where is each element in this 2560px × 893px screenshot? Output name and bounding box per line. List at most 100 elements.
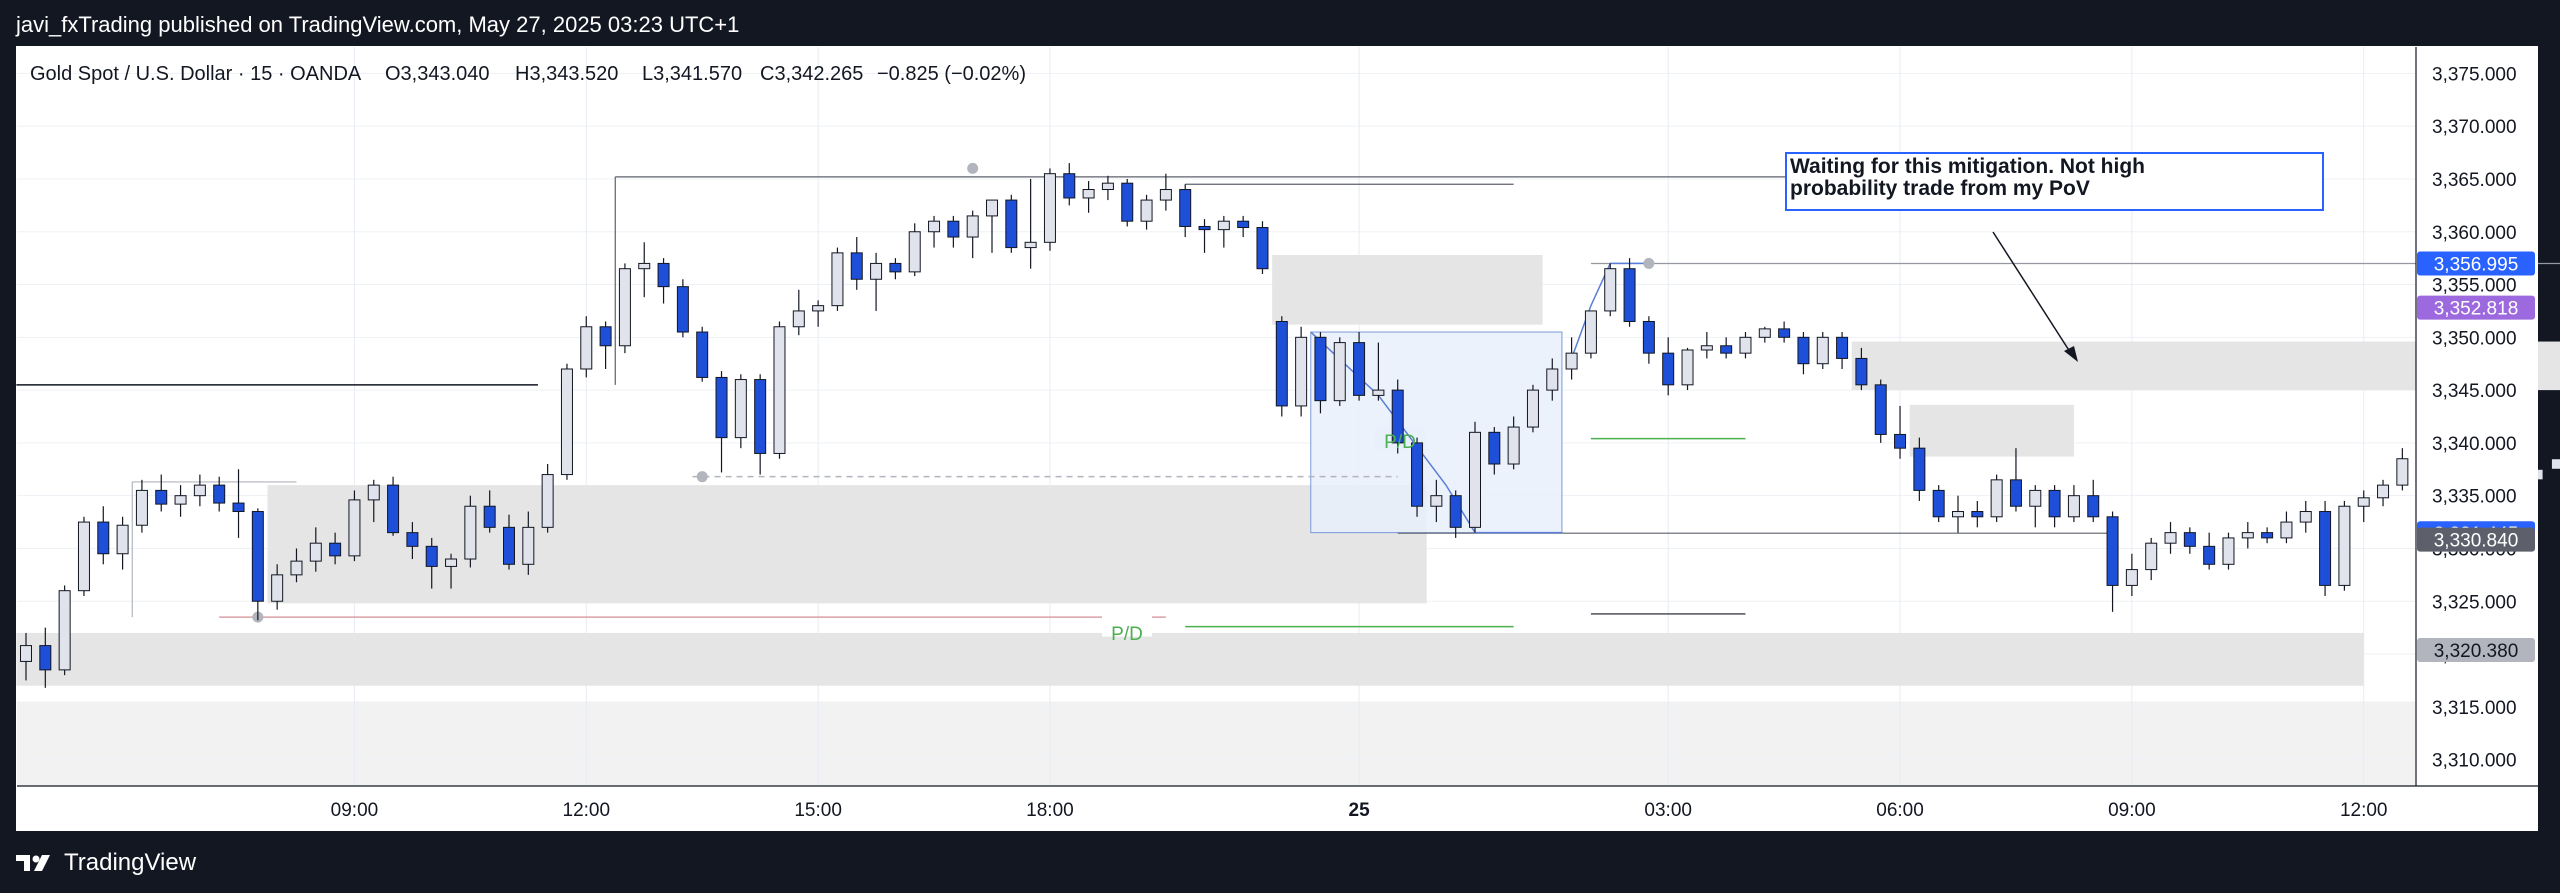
candle-body (1024, 241, 1037, 249)
candle-body (290, 560, 303, 576)
candle-body (155, 489, 168, 505)
annotation-text: Waiting for this mitigation. Not high pr… (1790, 156, 2146, 200)
x-tick-label: 09:00 (2108, 800, 2156, 821)
candle-body (889, 262, 902, 273)
candle-body (638, 262, 651, 270)
candle-body (1005, 199, 1018, 249)
candle-body (1391, 389, 1404, 444)
candle-body (135, 489, 148, 526)
candle-body (1681, 349, 1694, 386)
candle-body (2029, 489, 2042, 507)
candle-body (1720, 345, 1733, 354)
candle-body (1971, 511, 1984, 518)
candle-body (2203, 545, 2216, 565)
x-tick-label: 15:00 (794, 800, 842, 821)
y-tick-label: 3,345.000 (2432, 381, 2517, 402)
candle-body (1372, 389, 1385, 396)
ohlc-change: −0.825 (−0.02%) (877, 63, 1026, 85)
candle-body (870, 262, 883, 280)
candle-body (928, 220, 941, 233)
y-tick-label: 3,360.000 (2432, 223, 2517, 244)
candle-body (406, 532, 419, 547)
candle-body (1333, 342, 1346, 402)
annotation-box[interactable] (1785, 152, 2324, 211)
candle-body (2396, 458, 2409, 486)
price-tag-label: 3,356.995 (2434, 254, 2519, 275)
y-tick-label: 3,315.000 (2432, 698, 2517, 719)
candle-body (2261, 532, 2274, 539)
y-tick-label: 3,365.000 (2432, 170, 2517, 191)
candle-body (2338, 505, 2351, 586)
candle-body (1256, 227, 1269, 270)
axes: 3,310.0003,315.0003,320.0003,325.0003,33… (17, 47, 2538, 821)
candle-body (193, 484, 206, 497)
candle-body (2319, 511, 2332, 586)
candle-body (2145, 542, 2158, 571)
candle-body (850, 252, 863, 280)
candle-body (1449, 495, 1462, 528)
candle-body (522, 526, 535, 565)
candle-body (1855, 357, 1868, 386)
candle-body (2067, 495, 2080, 518)
candle-body (1179, 189, 1192, 227)
y-tick-label: 3,355.000 (2432, 276, 2517, 297)
candle-body (2087, 495, 2100, 518)
pd-label-2: P/D (1111, 624, 1143, 645)
swing-marker (1643, 257, 1655, 269)
candle-body (1565, 352, 1578, 370)
candle-body (445, 558, 458, 567)
candle-body (77, 521, 90, 592)
candle-body (1952, 511, 1964, 518)
candle-body (734, 379, 747, 439)
candle-body (2377, 484, 2390, 499)
candle-body (541, 474, 554, 528)
candle-body (367, 484, 380, 501)
candle-body (1159, 189, 1172, 201)
y-tick-label: 3,340.000 (2432, 434, 2517, 455)
candle-body (1584, 310, 1597, 354)
candle-body (1604, 268, 1617, 312)
swing-marker (967, 162, 979, 174)
candle-body (2222, 537, 2235, 565)
annotation-arrowhead (2064, 346, 2078, 362)
candle-body (947, 220, 960, 238)
tradingview-brand[interactable]: TradingView (16, 849, 196, 877)
candle-body (271, 574, 284, 602)
candle-body (348, 499, 361, 557)
candle-body (1237, 220, 1250, 229)
y-tick-label: 3,325.000 (2432, 592, 2517, 613)
supply-zone-small (1909, 404, 2074, 457)
candle-body (676, 286, 689, 333)
price-tag-label: 3,320.380 (2434, 641, 2519, 662)
candle-body (1314, 336, 1327, 402)
supply-demand-zones (16, 254, 2560, 686)
candle-body (39, 645, 52, 671)
candle-body (1411, 442, 1424, 507)
candle-body (1101, 182, 1114, 191)
x-tick-label: 25 (1349, 800, 1371, 821)
candle-body (1990, 479, 2003, 518)
footer-bar: TradingView (0, 831, 2560, 893)
price-tag (2417, 638, 2535, 663)
candle-body (1526, 389, 1539, 428)
candle-body (116, 524, 129, 555)
tradingview-logo-icon (16, 855, 50, 871)
candle-body (1430, 495, 1443, 507)
candle-body (1546, 368, 1559, 391)
candle-body (754, 379, 767, 454)
price-tag-label: 3,330.840 (2434, 531, 2519, 552)
candle-body (1816, 336, 1829, 365)
lower-shade (17, 701, 2415, 786)
y-tick-label: 3,370.000 (2432, 117, 2517, 138)
candle-body (1642, 320, 1655, 354)
x-tick-label: 12:00 (2340, 800, 2388, 821)
candle-body (1488, 431, 1501, 465)
x-tick-label: 12:00 (563, 800, 611, 821)
candle-body (812, 305, 825, 312)
candle-body (2009, 479, 2022, 507)
price-tag (2417, 251, 2535, 276)
candle-body (966, 215, 979, 238)
candle-body (1778, 328, 1791, 338)
candle-body (1739, 336, 1752, 354)
